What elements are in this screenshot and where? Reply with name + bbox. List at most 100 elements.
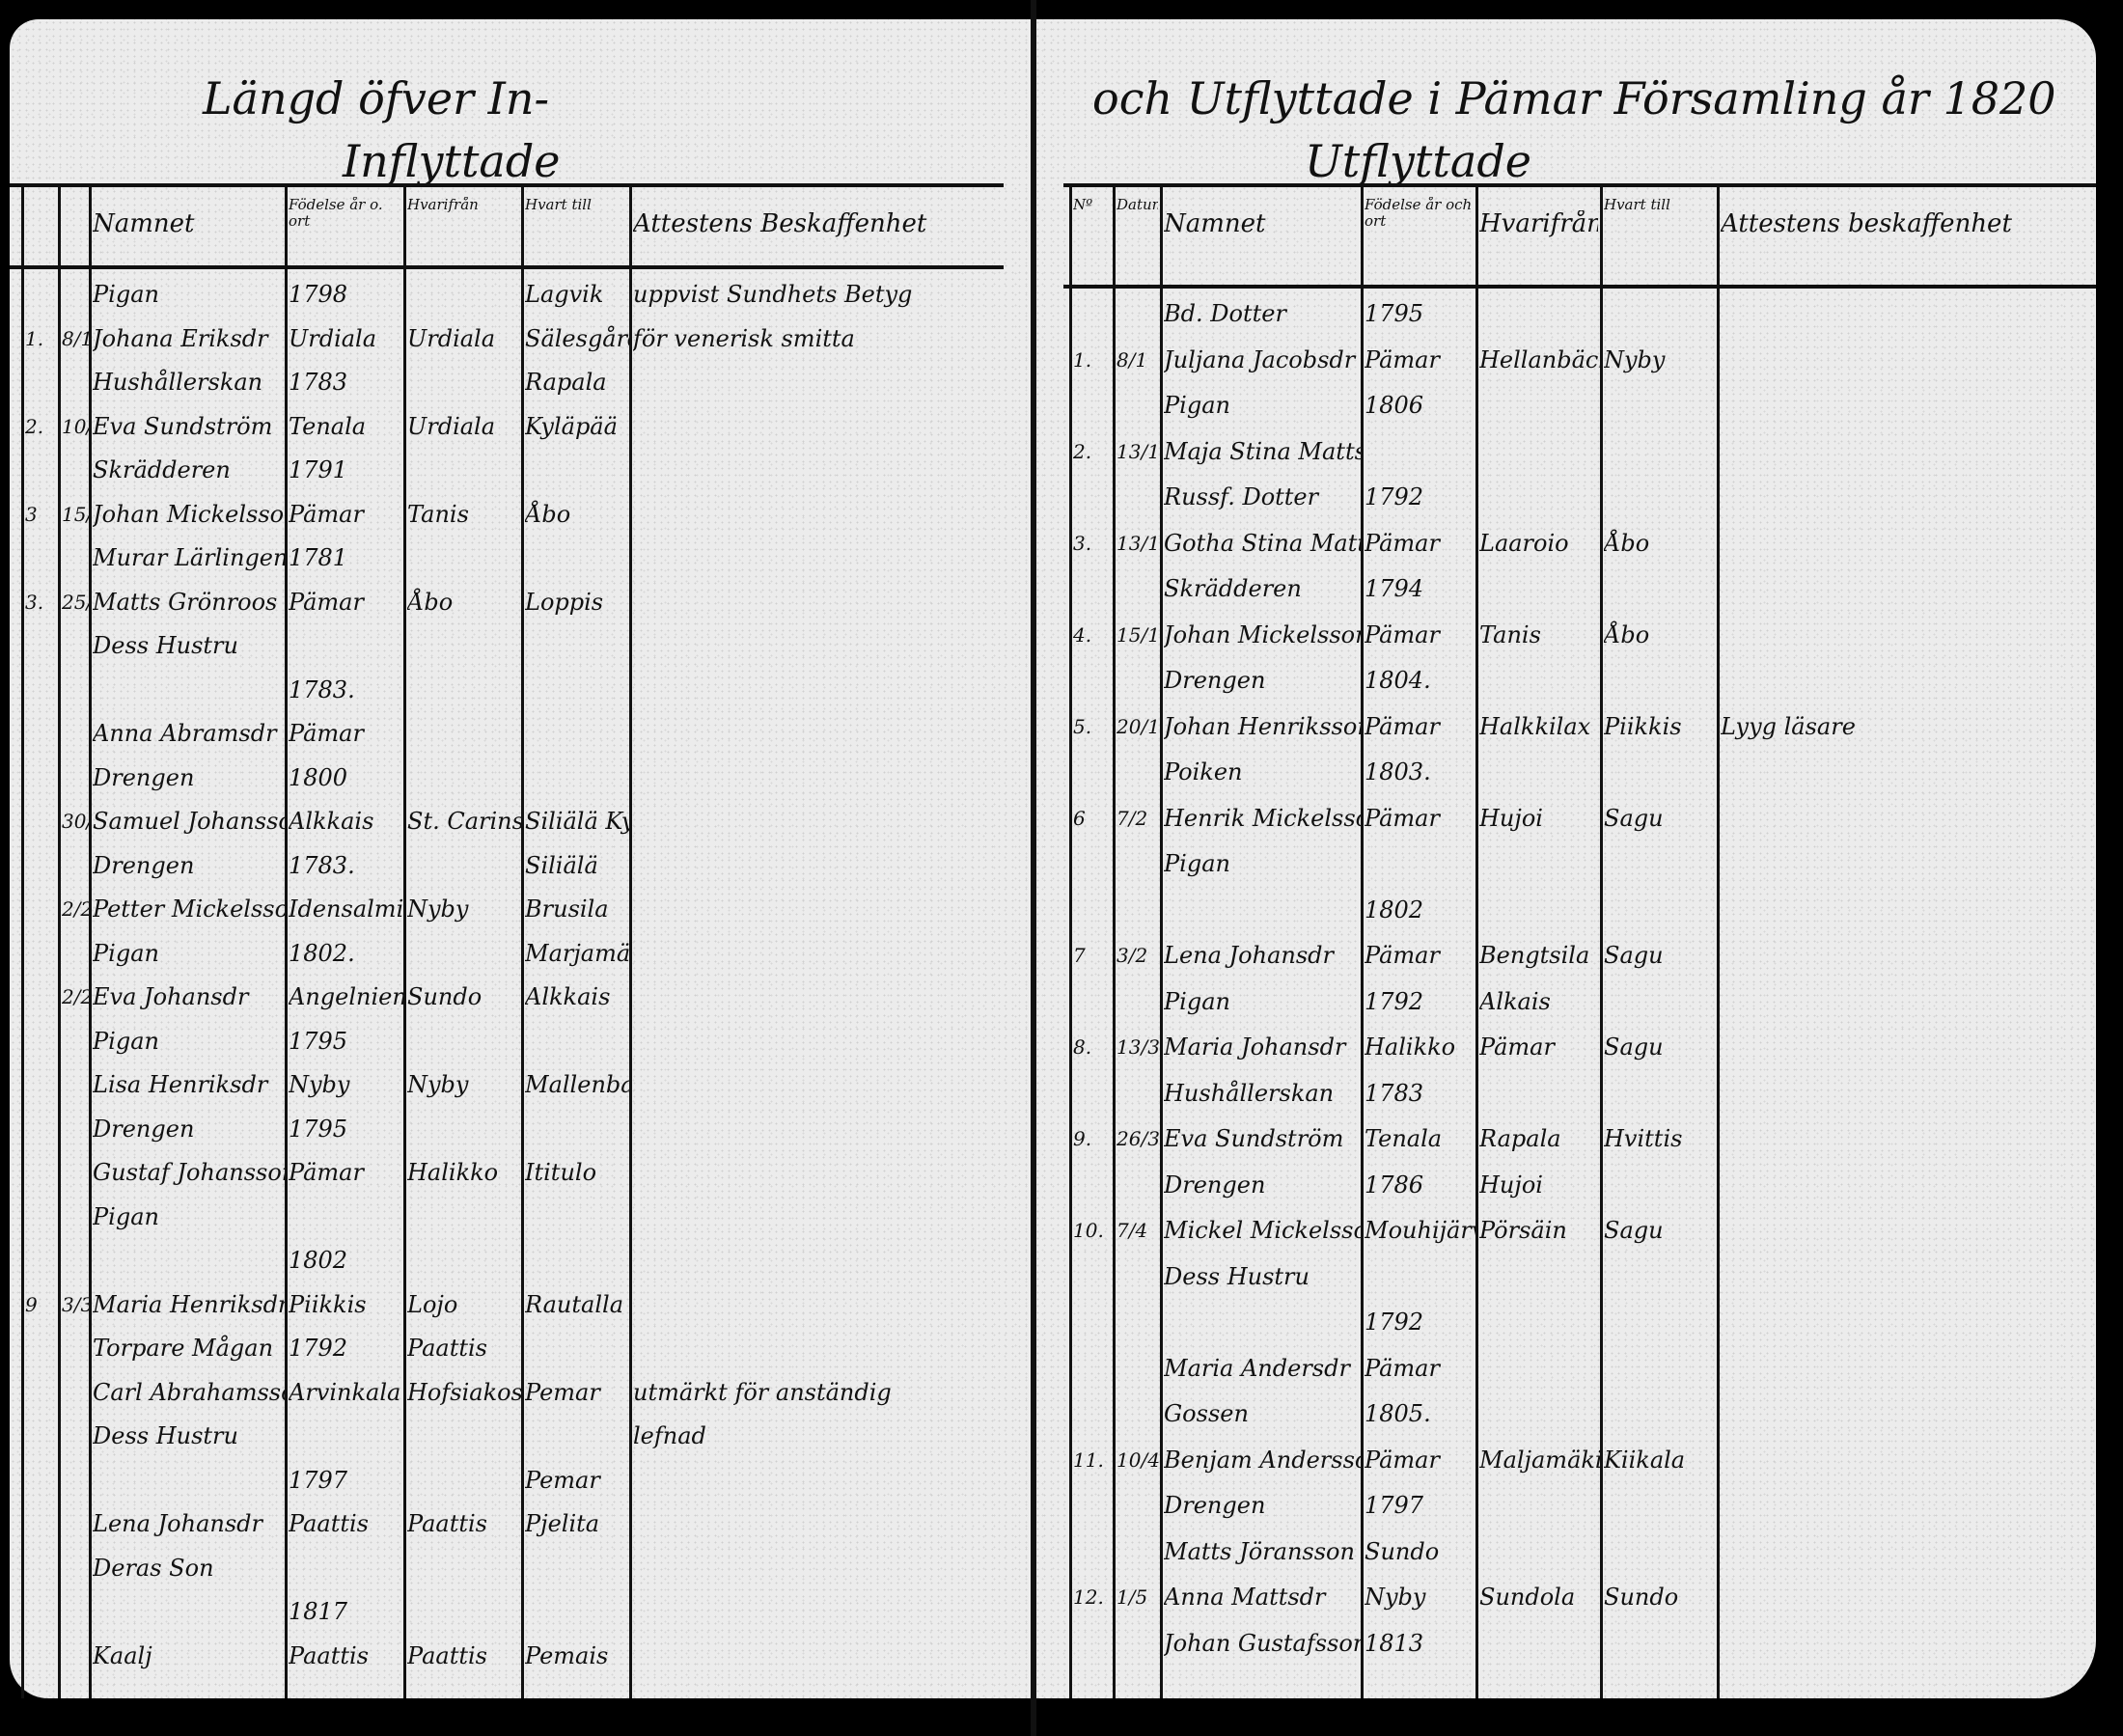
- column-rule: [521, 183, 524, 1698]
- column-header-nr: Nº: [1073, 197, 1093, 213]
- cell-to: Sälesgård: [525, 324, 629, 352]
- cell-date: 25/1: [62, 590, 89, 614]
- cell-born: 1797: [289, 1466, 348, 1494]
- cell-from: Laaroio: [1479, 529, 1569, 557]
- cell-from: Hujoi: [1479, 804, 1543, 832]
- cell-date: 2/2: [62, 985, 89, 1008]
- cell-nr: 1.: [1073, 347, 1092, 372]
- cell-name: Anna Abramsdr: [93, 720, 277, 747]
- cell-name: Kaalj: [93, 1641, 152, 1669]
- cell-born: 1792: [1365, 483, 1424, 510]
- cell-to: Sagu: [1604, 1217, 1664, 1244]
- cell-to: Pemais: [525, 1641, 609, 1669]
- register-line: Pigan 1792 Alkais: [1034, 980, 2096, 1023]
- cell-from: Pörsäin: [1479, 1217, 1567, 1244]
- register-line: Drengen 1783. Siliälä: [10, 844, 1033, 887]
- cell-to: Kyläpää: [525, 412, 618, 440]
- register-line: 12. 1/5 Anna Mattsdr Nyby Sundola Sundo: [1034, 1576, 2096, 1618]
- column-rule: [89, 183, 92, 1698]
- cell-name: Pigan: [1164, 987, 1230, 1015]
- cell-name: Drengen: [93, 851, 195, 879]
- cell-name: Henrik Mickelsson: [1164, 804, 1361, 832]
- cell-remarks: för venerisk smitta: [633, 324, 855, 352]
- right-page: och Utflyttade i Pämar Församling år 182…: [1034, 19, 2096, 1698]
- cell-born: 1794: [1365, 575, 1424, 602]
- cell-name: Samuel Johansson: [93, 808, 285, 835]
- register-line: 1802: [10, 1239, 1033, 1281]
- cell-name: Gossen: [1164, 1400, 1249, 1427]
- cell-name: Drengen: [1164, 1171, 1266, 1199]
- cell-from: Bengtsila: [1479, 942, 1590, 969]
- cell-name: Johan Henriksson: [1164, 712, 1361, 740]
- cell-to: Brusila: [525, 896, 609, 923]
- cell-born: Arvinkala: [289, 1378, 401, 1406]
- cell-name: Drengen: [93, 763, 195, 791]
- cell-born: Pämar: [1365, 712, 1440, 740]
- cell-date: 26/3: [1117, 1127, 1160, 1150]
- cell-to: Marjamäki: [525, 939, 629, 967]
- cell-name: Carl Abrahamsson: [93, 1378, 285, 1406]
- cell-name: Pigan: [1164, 850, 1230, 877]
- register-line: 3. 25/1Matts Grönroos Pämar Åbo Loppis: [10, 581, 1033, 623]
- cell-date: 15/1: [62, 502, 89, 526]
- cell-name: Drengen: [1164, 667, 1266, 694]
- register-line: 1817: [10, 1590, 1033, 1633]
- register-line: 8. 13/3 Maria Johansdr Halikko Pämar Sagu: [1034, 1026, 2096, 1068]
- cell-name: Deras Son: [93, 1554, 214, 1582]
- cell-nr: 7: [1073, 944, 1086, 967]
- register-line: Anna Abramsdr Pämar: [10, 712, 1033, 755]
- register-line: Dess Hustru: [1034, 1255, 2096, 1298]
- column-header-from: Hvarifrån: [1479, 210, 1598, 237]
- cell-born: Pämar: [289, 720, 364, 747]
- cell-date: 13/1: [1117, 439, 1160, 463]
- cell-to: Sagu: [1604, 1033, 1664, 1061]
- register-line: Poiken 1803.: [1034, 751, 2096, 793]
- cell-to: Piikkis: [1604, 712, 1682, 740]
- cell-born: Paattis: [289, 1510, 369, 1537]
- cell-born: Nyby: [289, 1071, 350, 1098]
- cell-name: Johan Gustafsson: [1164, 1629, 1361, 1657]
- cell-nr: 4.: [1073, 622, 1092, 647]
- cell-nr: 12.: [1073, 1585, 1104, 1609]
- column-header-from: Hvarifrån: [407, 197, 479, 213]
- register-line: Russf. Dotter 1792: [1034, 476, 2096, 518]
- register-line: 10. 7/4 Mickel MickelssonMouhijärviPörsäin…: [1034, 1209, 2096, 1252]
- cell-to: Sagu: [1604, 804, 1664, 832]
- cell-name: Benjam Andersson: [1164, 1446, 1361, 1474]
- cell-date: 10/4: [1117, 1447, 1160, 1472]
- column-rule: [629, 183, 632, 1698]
- cell-from: Tanis: [1479, 620, 1541, 648]
- cell-name: Eva Sundström: [93, 412, 273, 440]
- cell-born: 1783: [1365, 1079, 1424, 1107]
- cell-born: Pämar: [289, 588, 364, 616]
- cell-from: Paattis: [407, 1510, 487, 1537]
- cell-nr: 3.: [25, 590, 44, 614]
- cell-nr: 10.: [1073, 1219, 1104, 1242]
- cell-from: Urdiala: [407, 324, 496, 352]
- cell-name: Juljana Jacobsdr: [1164, 345, 1356, 373]
- register-line: Drengen 1786 Hujoi: [1034, 1164, 2096, 1206]
- table-top-rule: [10, 183, 1004, 187]
- cell-name: Anna Mattsdr: [1164, 1584, 1326, 1611]
- cell-name: Lena Johansdr: [1164, 942, 1334, 969]
- cell-name: Lena Johansdr: [93, 1510, 262, 1537]
- cell-born: Pämar: [1365, 942, 1440, 969]
- cell-nr: 9.: [1073, 1127, 1092, 1150]
- cell-from: Lojo: [407, 1290, 458, 1318]
- cell-name: Pigan: [93, 939, 159, 967]
- column-rule: [403, 183, 406, 1698]
- cell-to: Åbo: [1604, 620, 1650, 648]
- cell-born: Pämar: [1365, 345, 1440, 373]
- cell-from: Alkais: [1479, 987, 1551, 1015]
- register-line: Kaalj Paattis Paattis Pemais: [10, 1635, 1033, 1677]
- register-line: Lena Johansdr Paattis Paattis Pjelita: [10, 1502, 1033, 1545]
- cell-from: Paattis: [407, 1335, 487, 1362]
- page-title-line1: och Utflyttade i Pämar Församling år 182…: [1092, 72, 2056, 124]
- cell-nr: 3: [25, 502, 38, 526]
- cell-name: Maja Stina Mattsdr: [1164, 437, 1361, 465]
- register-line: Pigan 1806: [1034, 384, 2096, 427]
- cell-from: Hujoi: [1479, 1171, 1543, 1199]
- column-header-remarks: Attestens Beskaffenhet: [633, 210, 927, 237]
